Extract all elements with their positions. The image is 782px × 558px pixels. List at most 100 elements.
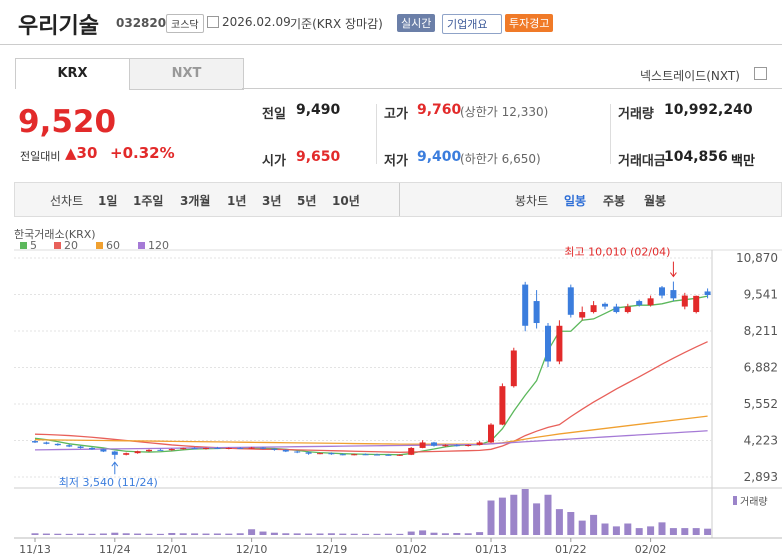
candle-body — [339, 454, 346, 456]
candle-body — [533, 301, 540, 324]
candle-period-button[interactable]: 일봉 — [564, 194, 587, 208]
volume-bar — [77, 533, 85, 535]
period-button[interactable]: 3개월 — [180, 194, 211, 208]
quote-unit: 백만 — [731, 154, 755, 169]
up-arrow: ▲ — [65, 144, 77, 162]
candle-body — [191, 448, 198, 450]
period-button[interactable]: 1년 — [227, 194, 247, 208]
candle-body — [419, 442, 426, 448]
volume-bar — [191, 533, 199, 535]
candle-body — [453, 445, 460, 447]
quote-value: 9,760 — [417, 102, 462, 118]
candle-body — [294, 451, 301, 453]
candle-body — [408, 447, 415, 455]
x-tick-label: 02/02 — [635, 543, 667, 556]
ma-line — [34, 415, 708, 445]
volume-bar — [179, 533, 187, 535]
volume-bar — [430, 532, 438, 535]
change: ▲30 — [65, 144, 97, 162]
toolbar-label: 봉차트 — [515, 194, 549, 208]
volume-bar — [236, 533, 244, 535]
x-tick-label: 12/19 — [316, 543, 348, 556]
x-tick-label: 01/13 — [475, 543, 507, 556]
volume-bar — [601, 523, 609, 535]
volume-bar — [339, 533, 347, 535]
volume-bar — [213, 533, 221, 535]
tab-nxt[interactable]: NXT — [129, 58, 244, 90]
candle-body — [385, 454, 392, 456]
ma-line — [34, 341, 708, 453]
quote-value: 9,400 — [417, 149, 462, 165]
quote-label: 전일 — [262, 107, 286, 122]
stock-code: 032820 — [116, 16, 167, 30]
volume-bar — [635, 528, 643, 535]
candle-body — [476, 442, 483, 445]
x-tick-label: 11/24 — [99, 543, 131, 556]
annotation: 최고 10,010 (02/04) — [564, 246, 670, 259]
candle-body — [260, 447, 266, 449]
y-tick-label: 9,541 — [744, 287, 778, 301]
candle-body — [590, 305, 597, 313]
candle-period-button[interactable]: 주봉 — [603, 194, 626, 208]
candle-body — [248, 447, 255, 449]
period-button[interactable]: 3년 — [262, 194, 282, 208]
period-button[interactable]: 1주일 — [133, 194, 164, 208]
checkbox[interactable] — [754, 67, 767, 80]
volume-bar — [350, 533, 358, 535]
quote-label: 거래대금 — [618, 154, 666, 169]
volume-bar — [510, 494, 518, 535]
calendar-icon — [207, 16, 219, 28]
volume-bar — [373, 533, 381, 535]
y-tick-label: 6,882 — [744, 360, 778, 374]
overview-button[interactable]: 기업개요 — [442, 14, 503, 34]
period-button[interactable]: 5년 — [297, 194, 317, 208]
candle-body — [43, 442, 50, 444]
candle-body — [351, 454, 358, 456]
annotation: 최저 3,540 (11/24) — [59, 476, 158, 489]
annotation-arrow — [111, 461, 119, 475]
candle-body — [545, 325, 551, 362]
quote-sep — [376, 104, 377, 164]
volume-bar — [441, 533, 449, 535]
toolbar-label: 선차트 — [50, 194, 84, 208]
volume-bar — [704, 528, 712, 535]
nxt-option: 넥스트레이드(NXT) — [640, 69, 740, 83]
legend-swatch — [138, 242, 145, 249]
volume-bar — [555, 509, 563, 535]
toolbar-sep — [399, 183, 400, 216]
period-button[interactable]: 1일 — [98, 194, 118, 208]
date: 2026.02.09 — [222, 15, 291, 29]
x-tick-label: 12/01 — [156, 543, 188, 556]
volume-bar — [54, 533, 62, 535]
change-label: 전일대비 — [20, 150, 61, 163]
y-tick-label: 8,211 — [744, 324, 778, 338]
candle-body — [613, 306, 620, 313]
y-tick-label: 2,893 — [744, 470, 778, 484]
volume-bar — [658, 522, 666, 535]
candle-body — [522, 284, 529, 326]
volume-bar — [168, 532, 176, 535]
volume-bar — [521, 489, 529, 535]
candle-body — [510, 350, 517, 387]
candle-body — [647, 298, 654, 306]
volume-bar — [624, 523, 632, 535]
legend-swatch — [96, 242, 103, 249]
annotation-arrow — [670, 261, 677, 278]
y-tick-label: 4,223 — [744, 433, 778, 447]
realtime-badge[interactable]: 실시간 — [397, 14, 436, 32]
candle-body — [54, 443, 61, 446]
quote-label: 저가 — [384, 154, 408, 169]
x-tick-label: 11/13 — [19, 543, 51, 556]
candle-body — [636, 301, 643, 306]
quote-label: 거래량 — [618, 107, 654, 122]
period-button[interactable]: 10년 — [332, 194, 360, 208]
candle-body — [670, 290, 677, 299]
candle-body — [374, 454, 380, 456]
volume-bar — [31, 533, 39, 535]
volume-bar — [122, 533, 130, 535]
candle-period-button[interactable]: 월봉 — [644, 194, 667, 208]
volume-bar — [384, 533, 392, 535]
candle-body — [89, 447, 95, 450]
